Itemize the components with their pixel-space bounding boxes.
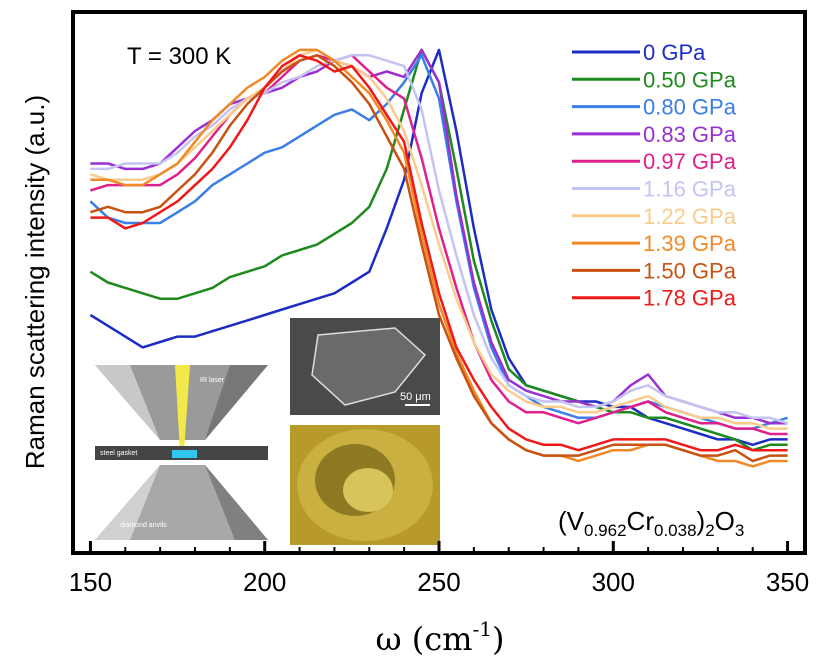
x-title-part: ) xyxy=(492,620,504,658)
x-tick-label: 250 xyxy=(417,567,460,597)
lower-anvil-facet xyxy=(95,465,160,540)
plot-lines xyxy=(89,48,788,468)
lower-anvil-facet xyxy=(205,465,268,540)
formula-sub: 0.038 xyxy=(654,521,697,540)
x-axis-title: ω (cm-1) xyxy=(376,617,505,658)
series-line xyxy=(90,54,788,463)
diagram-label: IR laser xyxy=(200,377,225,384)
formula-part: O xyxy=(715,506,735,536)
x-tick-label: 150 xyxy=(69,567,112,597)
diagram-label: steel gasket xyxy=(100,450,137,457)
formula-part: Cr xyxy=(627,506,655,536)
sample xyxy=(172,450,197,458)
photo xyxy=(290,425,440,545)
legend-label: 1.16 GPa xyxy=(643,177,737,202)
formula: (V0.962Cr0.038)2O3 xyxy=(558,506,744,540)
legend-label: 0.80 GPa xyxy=(643,95,737,120)
legend-label: 1.50 GPa xyxy=(643,258,737,283)
y-axis-title: Raman scattering intensity (a.u.) xyxy=(20,95,50,469)
formula-sub: 0.962 xyxy=(584,521,627,540)
dac-diagram: IR laser steel gasket ruby grains diamon… xyxy=(88,363,275,545)
sem-image: 50 μm xyxy=(290,318,440,415)
formula-part: ) xyxy=(697,506,706,536)
laser-beam xyxy=(175,365,190,452)
x-tick-label: 300 xyxy=(592,567,635,597)
legend-label: 0.50 GPa xyxy=(643,67,737,92)
upper-anvil-facet xyxy=(205,365,268,440)
legend-label: 1.39 GPa xyxy=(643,231,737,256)
diagram-label: ruby grains xyxy=(212,437,247,444)
x-title-part: ω (cm xyxy=(376,620,473,658)
diagram-label: diamond anvils xyxy=(120,522,167,529)
formula-sub: 3 xyxy=(735,521,744,540)
formula-sub: 2 xyxy=(705,521,714,540)
formula-part: (V xyxy=(558,506,585,536)
series-line xyxy=(89,48,788,447)
legend-label: 0 GPa xyxy=(643,40,706,65)
x-tick-label: 350 xyxy=(766,567,809,597)
series-line xyxy=(90,54,788,436)
legend-label: 0.83 GPa xyxy=(643,122,737,147)
x-title-sup: -1 xyxy=(473,617,492,641)
scale-label: 50 μm xyxy=(400,391,431,403)
upper-anvil-facet xyxy=(95,365,160,440)
x-tick-label: 200 xyxy=(243,567,286,597)
legend-label: 1.78 GPa xyxy=(643,286,737,311)
insets: IR laser steel gasket ruby grains diamon… xyxy=(88,318,440,545)
legend-label: 1.22 GPa xyxy=(643,204,737,229)
annotation: T = 300 K xyxy=(127,43,231,70)
lower-anvil xyxy=(95,465,268,540)
sample-light xyxy=(343,468,393,512)
series-line xyxy=(90,54,788,452)
legend-label: 0.97 GPa xyxy=(643,149,737,174)
series-line xyxy=(90,48,788,430)
crystal xyxy=(311,327,427,406)
